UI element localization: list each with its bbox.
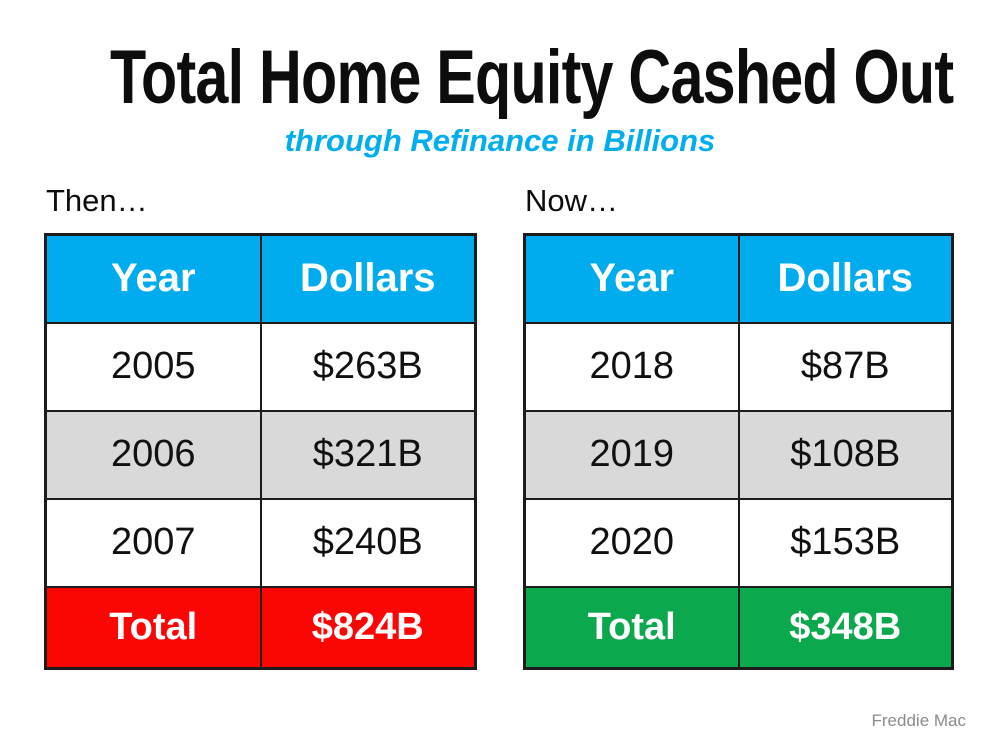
now-year-cell: 2020 xyxy=(523,497,740,588)
now-header-dollars: Dollars xyxy=(737,233,954,324)
now-dollars-cell: $108B xyxy=(737,409,954,500)
then-dollars-cell: $321B xyxy=(259,409,477,500)
now-total-value: $348B xyxy=(737,585,954,670)
then-total-value: $824B xyxy=(259,585,477,670)
page-title: Total Home Equity Cashed Out xyxy=(110,35,954,120)
now-year-cell: 2018 xyxy=(523,321,740,412)
table-row: 2020 $153B xyxy=(523,497,954,588)
source-attribution: Freddie Mac xyxy=(871,711,966,730)
now-total-row: Total $348B xyxy=(523,585,954,670)
now-total-label: Total xyxy=(523,585,740,670)
then-dollars-cell: $240B xyxy=(259,497,477,588)
table-row: 2019 $108B xyxy=(523,409,954,500)
then-header-dollars: Dollars xyxy=(259,233,477,324)
now-header-row: Year Dollars xyxy=(523,233,954,324)
then-year-cell: 2007 xyxy=(44,497,262,588)
table-row: 2005 $263B xyxy=(44,321,477,412)
then-dollars-cell: $263B xyxy=(259,321,477,412)
table-row: 2006 $321B xyxy=(44,409,477,500)
now-dollars-cell: $87B xyxy=(737,321,954,412)
table-row: 2007 $240B xyxy=(44,497,477,588)
then-table: Year Dollars 2005 $263B 2006 $321B 2007 … xyxy=(44,233,477,670)
now-table: Year Dollars 2018 $87B 2019 $108B 2020 $… xyxy=(523,233,954,670)
then-year-cell: 2005 xyxy=(44,321,262,412)
then-total-row: Total $824B xyxy=(44,585,477,670)
then-year-cell: 2006 xyxy=(44,409,262,500)
now-label: Now… xyxy=(525,183,619,218)
now-year-cell: 2019 xyxy=(523,409,740,500)
then-label: Then… xyxy=(46,183,148,218)
page-subtitle: through Refinance in Billions xyxy=(284,123,716,158)
now-dollars-cell: $153B xyxy=(737,497,954,588)
then-header-year: Year xyxy=(44,233,262,324)
now-header-year: Year xyxy=(523,233,740,324)
then-total-label: Total xyxy=(44,585,262,670)
table-row: 2018 $87B xyxy=(523,321,954,412)
then-header-row: Year Dollars xyxy=(44,233,477,324)
